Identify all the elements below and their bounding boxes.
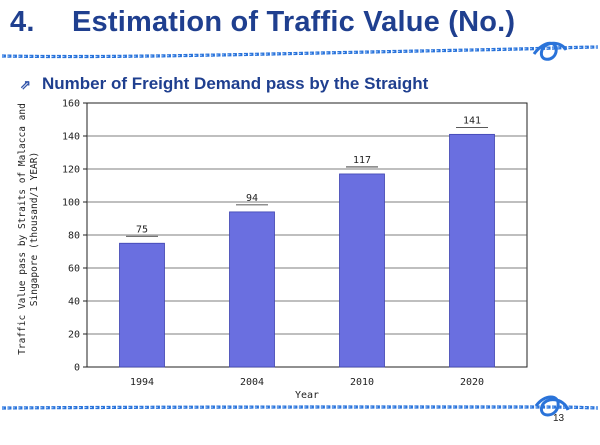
y-tick-label: 60 (68, 264, 80, 275)
bar-2010 (339, 173, 385, 368)
y-tick-label: 80 (68, 231, 80, 242)
bars (119, 133, 495, 368)
data-label-2020: 141 (463, 115, 481, 126)
x-tick-label-2020: 2020 (460, 377, 484, 388)
y-tick-label: 20 (68, 330, 80, 341)
y-tick-label: 0 (74, 363, 80, 374)
x-tick-label-2004: 2004 (240, 377, 264, 388)
y-tick-label: 140 (62, 132, 80, 143)
y-tick-label: 40 (68, 297, 80, 308)
bar-2004 (229, 211, 275, 368)
title-text: Estimation of Traffic Value (No.) (72, 6, 516, 38)
slide-title: 4. Estimation of Traffic Value (No.) (10, 6, 515, 39)
bullet-arrow-icon: ⇗ (20, 77, 31, 92)
data-label-2010: 117 (353, 155, 371, 166)
title-number: 4. (10, 6, 35, 38)
rope-divider-top (1, 41, 599, 61)
y-tick-label: 120 (62, 165, 80, 176)
slide-subtitle: ⇗ Number of Freight Demand pass by the St… (20, 74, 428, 94)
x-tick-label-1994: 1994 (130, 377, 154, 388)
page-number: 13 (553, 413, 565, 424)
bar-2020 (449, 133, 495, 368)
rope-divider-bottom (1, 395, 599, 417)
labels: 0 20 40 60 80 100 120 140 160 75 1994 94 2004 117 2010… (62, 99, 488, 388)
y-tick-label: 100 (62, 198, 80, 209)
data-label-2004: 94 (246, 193, 258, 204)
data-label-1994: 75 (136, 224, 148, 235)
x-tick-label-2010: 2010 (350, 377, 374, 388)
rope-knot-icon (534, 395, 570, 417)
rope-knot-icon (532, 41, 568, 61)
y-tick-label: 160 (62, 99, 80, 110)
subtitle-text: Number of Freight Demand pass by the Str… (42, 74, 429, 93)
bar-1994 (119, 242, 165, 368)
x-axis-label: Year (295, 390, 319, 401)
